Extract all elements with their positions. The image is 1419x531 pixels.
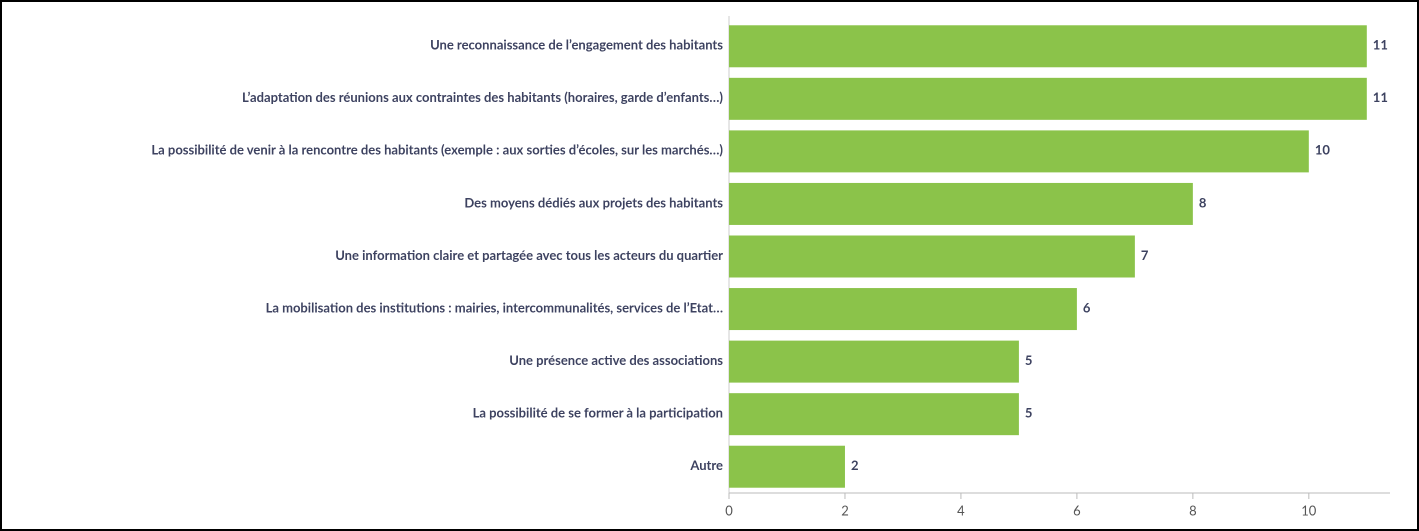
value-label: 2 xyxy=(851,457,859,473)
y-tick-label: Une information claire et partagée avec … xyxy=(335,247,723,263)
value-label: 5 xyxy=(1025,352,1033,368)
y-tick-label: Des moyens dédiés aux projets des habita… xyxy=(464,194,723,210)
value-label: 5 xyxy=(1025,404,1033,420)
y-tick-label: La possibilité de venir à la rencontre d… xyxy=(151,142,723,158)
y-tick-label: L’adaptation des réunions aux contrainte… xyxy=(242,89,723,105)
bar xyxy=(729,393,1019,436)
value-label: 7 xyxy=(1141,247,1149,263)
x-tick-label: 6 xyxy=(1073,502,1081,518)
value-label: 10 xyxy=(1315,142,1331,158)
bar xyxy=(729,77,1367,120)
value-label: 6 xyxy=(1083,299,1091,315)
x-tick-label: 2 xyxy=(841,502,849,518)
bar xyxy=(729,288,1077,331)
y-tick-label: La possibilité de se former à la partici… xyxy=(473,404,723,420)
bar xyxy=(729,130,1309,173)
x-tick-label: 10 xyxy=(1301,502,1317,518)
value-label: 8 xyxy=(1199,194,1207,210)
bar xyxy=(729,235,1135,278)
x-tick-label: 0 xyxy=(725,502,733,518)
x-tick-label: 8 xyxy=(1189,502,1197,518)
bar xyxy=(729,182,1193,225)
x-tick-label: 4 xyxy=(957,502,965,518)
bar xyxy=(729,340,1019,383)
bar xyxy=(729,445,845,488)
y-tick-label: Une présence active des associations xyxy=(509,352,723,368)
y-tick-label: Une reconnaissance de l’engagement des h… xyxy=(430,37,723,53)
value-label: 11 xyxy=(1373,37,1388,53)
y-tick-label: Autre xyxy=(689,457,723,473)
y-tick-label: La mobilisation des institutions : mairi… xyxy=(266,299,723,315)
bar xyxy=(729,25,1367,68)
value-label: 11 xyxy=(1373,89,1388,105)
